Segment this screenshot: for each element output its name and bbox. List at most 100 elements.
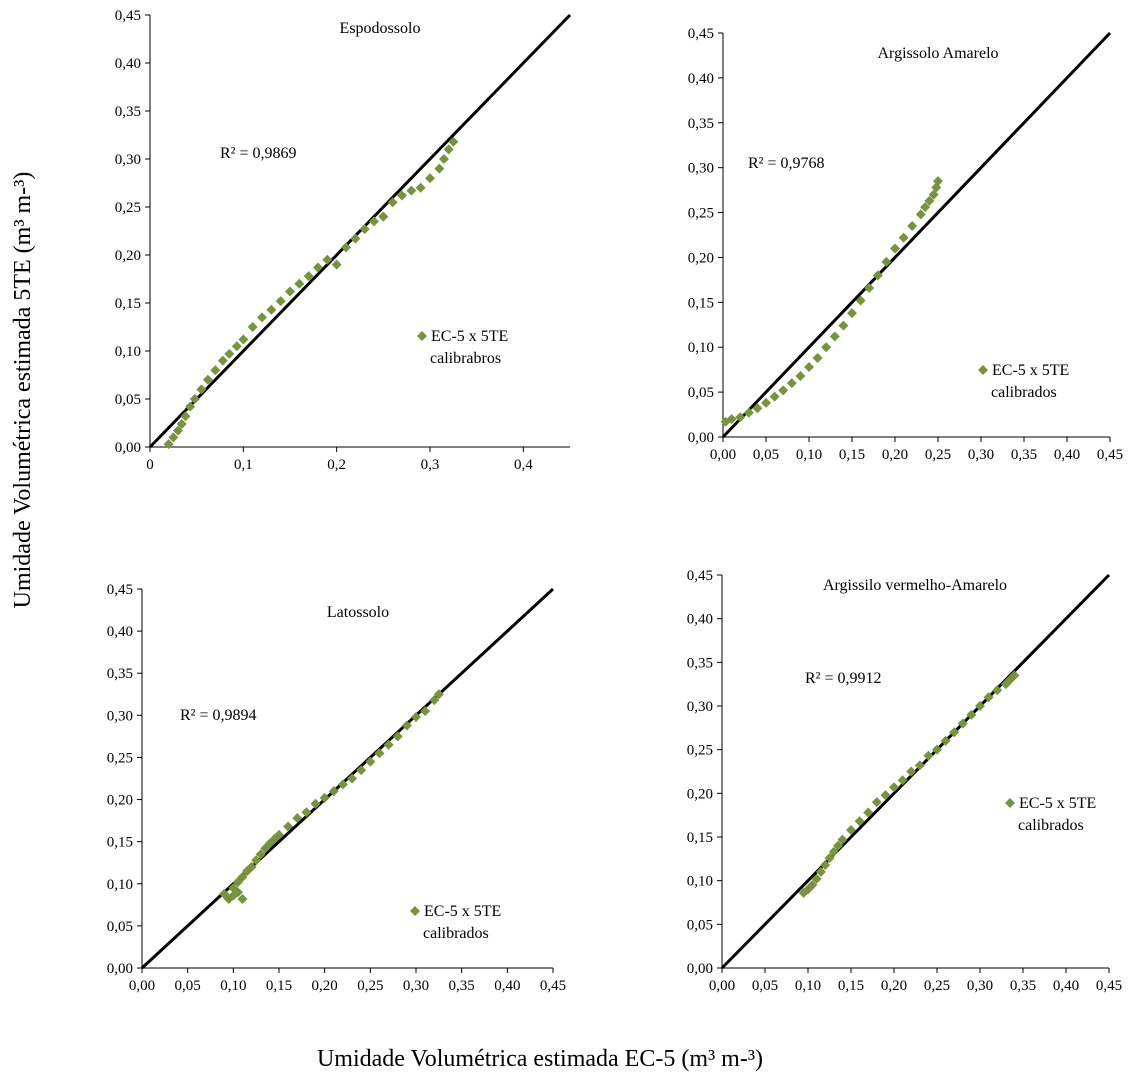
data-point — [246, 861, 257, 872]
y-tick-label: 0,40 — [688, 71, 714, 87]
data-point — [210, 365, 221, 376]
data-point — [217, 355, 228, 366]
y-tick-label: 0,35 — [688, 116, 714, 132]
x-tick-label: 0,3 — [421, 457, 440, 473]
x-tick-label: 0,45 — [1096, 978, 1122, 994]
data-point — [359, 224, 370, 235]
data-point — [871, 797, 882, 808]
data-point — [294, 278, 305, 289]
data-point — [237, 893, 248, 904]
data-point — [251, 855, 262, 866]
data-point — [920, 202, 931, 213]
y-tick-label: 0,45 — [687, 568, 713, 584]
x-tick-label: 0,00 — [710, 447, 736, 463]
y-tick-label: 0,00 — [107, 961, 133, 977]
data-point — [168, 432, 179, 443]
y-tick-label: 0,05 — [115, 392, 141, 408]
data-point — [347, 773, 358, 784]
y-tick-label: 0,10 — [115, 344, 141, 360]
y-tick-label: 0,25 — [688, 206, 714, 222]
x-tick-label: 0,20 — [881, 978, 907, 994]
y-tick-label: 0,25 — [687, 743, 713, 759]
data-point — [863, 807, 874, 818]
y-tick-label: 0,05 — [688, 385, 714, 401]
x-tick-label: 0,10 — [795, 978, 821, 994]
data-point — [915, 209, 926, 220]
x-tick-label: 0 — [146, 457, 154, 473]
legend-label: EC-5 x 5TE — [992, 362, 1069, 379]
x-tick-label: 0,15 — [839, 447, 865, 463]
r2-label: R² = 0,9768 — [748, 155, 825, 172]
x-tick-label: 0,4 — [514, 457, 533, 473]
legend-marker — [978, 365, 988, 375]
x-axis-title: Umidade Volumétrica estimada EC-5 (m³ m-… — [317, 1046, 763, 1072]
r2-label: R² = 0,9912 — [805, 670, 882, 687]
data-point — [374, 748, 385, 759]
data-point — [786, 378, 797, 389]
y-tick-label: 0,20 — [115, 248, 141, 264]
x-tick-label: 0,40 — [1054, 447, 1080, 463]
data-point — [933, 176, 943, 187]
x-tick-label: 0,25 — [924, 978, 950, 994]
data-point — [387, 197, 398, 208]
data-point — [890, 243, 900, 254]
data-point — [392, 731, 403, 742]
data-point — [283, 821, 294, 832]
data-point — [847, 308, 857, 319]
chart-title: Espodossolo — [340, 20, 421, 37]
data-point — [795, 370, 806, 381]
data-point — [237, 872, 248, 883]
x-tick-label: 0,30 — [968, 447, 994, 463]
y-tick-label: 0,15 — [115, 296, 141, 312]
data-point — [889, 782, 899, 793]
data-point — [274, 829, 284, 840]
data-point — [769, 391, 780, 402]
data-point — [337, 779, 348, 790]
x-tick-label: 0,35 — [1011, 447, 1037, 463]
data-point — [1009, 670, 1020, 681]
data-point — [176, 418, 187, 429]
data-point — [443, 144, 454, 155]
data-point — [420, 706, 431, 717]
data-point — [439, 154, 449, 164]
x-tick-label: 0,1 — [234, 457, 253, 473]
y-tick-label: 0,35 — [107, 666, 133, 682]
data-point — [328, 786, 339, 797]
y-tick-label: 0,45 — [688, 26, 714, 42]
x-tick-label: 0,40 — [494, 978, 520, 994]
y-tick-label: 0,30 — [115, 152, 141, 168]
legend-marker — [1005, 798, 1015, 808]
x-tick-label: 0,10 — [796, 447, 822, 463]
data-point — [804, 361, 814, 372]
data-point — [224, 348, 235, 359]
chart-panel-1: 0,000,050,100,150,200,250,300,350,400,45… — [115, 8, 572, 473]
y-tick-label: 0,20 — [687, 786, 713, 802]
y-tick-label: 0,00 — [687, 961, 713, 977]
data-point — [807, 880, 818, 891]
data-point — [448, 136, 459, 147]
data-point — [898, 232, 909, 243]
data-point — [247, 322, 258, 332]
legend-marker — [410, 906, 420, 916]
chart-title: Latossolo — [327, 604, 389, 621]
data-point — [433, 689, 444, 700]
data-point — [313, 262, 323, 273]
data-point — [735, 412, 746, 423]
data-point — [163, 439, 174, 450]
y-tick-label: 0,00 — [688, 430, 714, 446]
x-tick-label: 0,20 — [312, 978, 338, 994]
data-point — [401, 720, 412, 731]
x-tick-label: 0,00 — [709, 978, 735, 994]
data-point — [846, 825, 856, 836]
reference-line — [148, 13, 572, 449]
chart-panel-2: 0,00 0,05 0,10 0,15 0,20 0,25 0,30 0,35 0,40 0,45… — [688, 26, 1123, 463]
legend-label-line2: calibrados — [991, 384, 1057, 401]
x-tick-label: 0,30 — [967, 978, 993, 994]
x-tick-label: 0,20 — [882, 447, 908, 463]
y-tick-label: 0,05 — [687, 917, 713, 933]
legend-label: EC-5 x 5TE — [424, 903, 501, 920]
y-tick-label: 0,15 — [107, 835, 133, 851]
data-point — [292, 813, 303, 824]
legend-marker — [417, 331, 427, 341]
data-point — [415, 182, 426, 193]
